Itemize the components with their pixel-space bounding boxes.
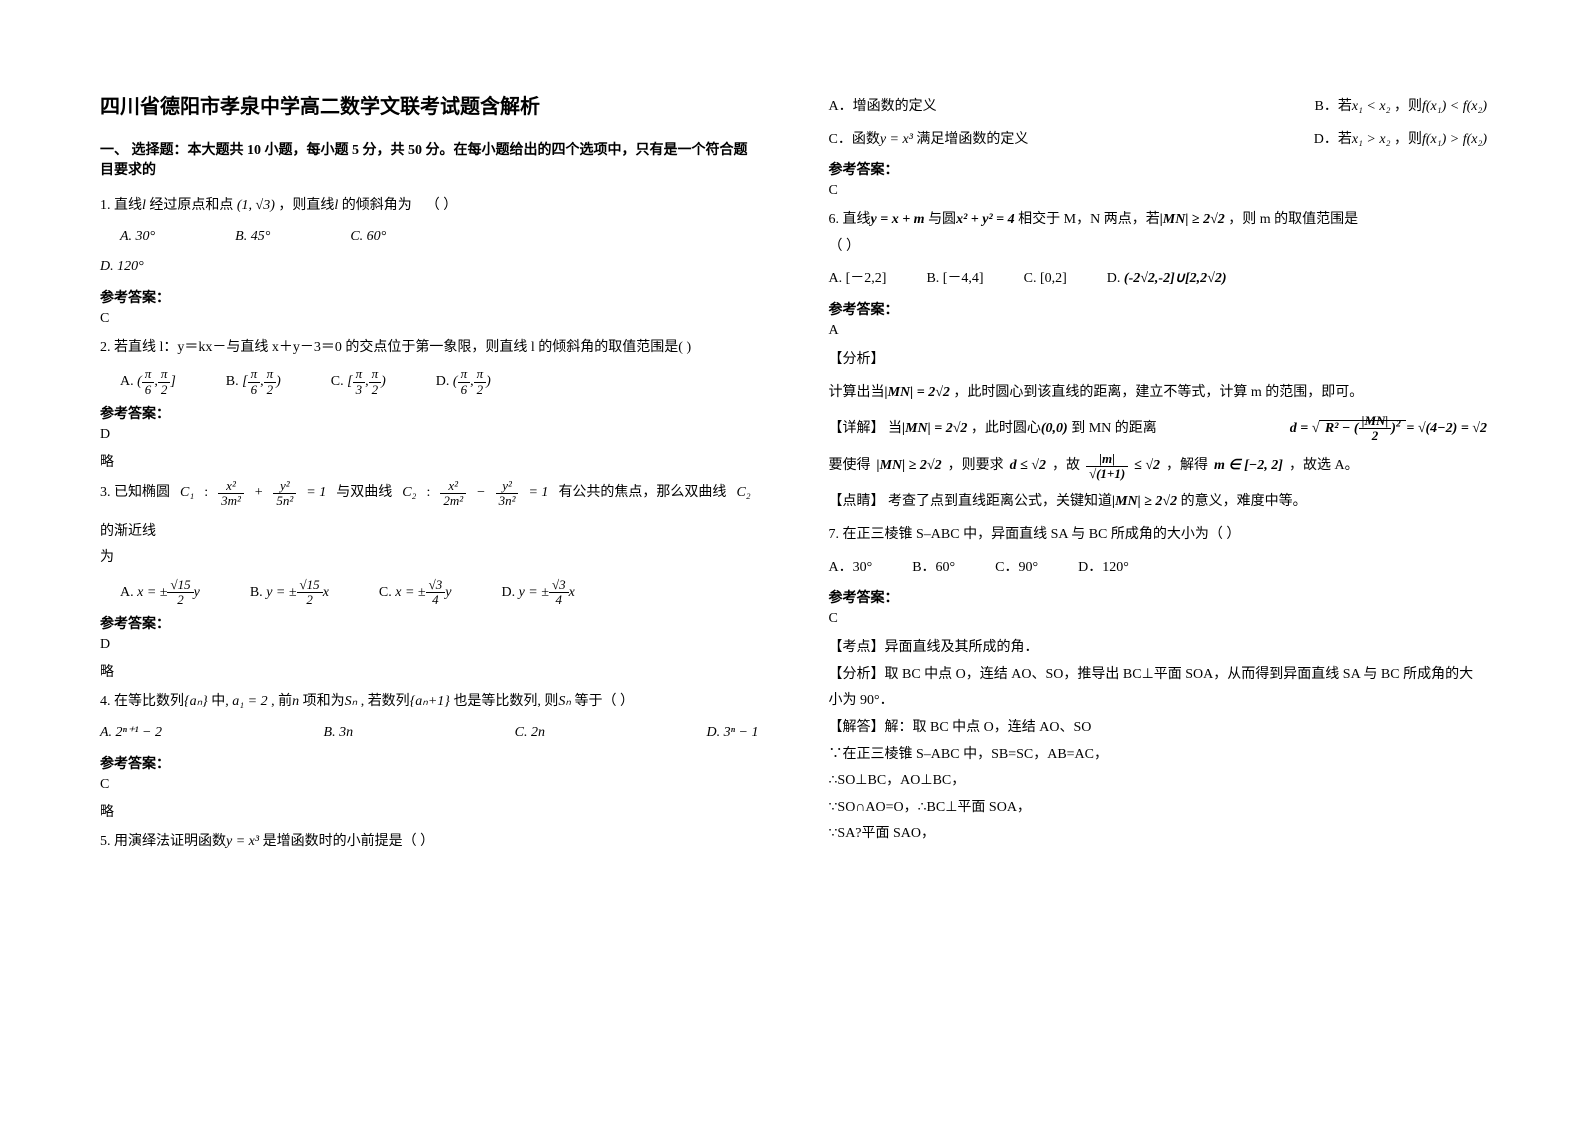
q1-opt-a: A. 30°: [120, 224, 155, 251]
q1-stem-a: 1. 直线: [100, 198, 142, 213]
q6-opt-b: B. [－4,4]: [926, 266, 983, 293]
question-3: 3. 已知椭圆 C₁: x²3m² + y²5n² = 1 与双曲线 C₂: x…: [100, 479, 759, 607]
q3-wei: 为: [100, 545, 759, 572]
q4-opt-d: D. 3ⁿ − 1: [707, 720, 759, 747]
q2-answer: D: [100, 427, 759, 443]
q1-stem-b: 经过原点和点: [149, 198, 237, 213]
q6-detail-label: 【详解】: [829, 421, 885, 436]
q6-answer-label: 参考答案：: [829, 299, 1488, 319]
q7-opt-a: A．30°: [829, 555, 873, 582]
right-column: A．增函数的定义 B．若x₁ < x₂ ，则f(x₁) < f(x₂) C．函数…: [829, 90, 1488, 861]
section-1-title: 一、 选择题：本大题共 10 小题，每小题 5 分，共 50 分。在每小题给出的…: [100, 139, 759, 179]
q4-options: A. 2ⁿ⁺¹ − 2 B. 3n C. 2n D. 3ⁿ − 1: [100, 720, 759, 747]
q6-opt-c: C. [0,2]: [1024, 266, 1067, 293]
left-column: 四川省德阳市孝泉中学高二数学文联考试题含解析 一、 选择题：本大题共 10 小题…: [100, 90, 759, 861]
q6-opt-a: A. [－2,2]: [829, 266, 887, 293]
q2-opt-b: B. [π6,π2): [226, 367, 281, 397]
q7-sol-label: 【解答】: [829, 720, 885, 735]
q6-point-label: 【点睛】: [829, 494, 885, 509]
q7-options: A．30° B．60° C．90° D．120°: [829, 555, 1488, 582]
q2-opt-a: A. (π6,π2]: [120, 367, 176, 397]
q3-tail: 有公共的焦点，那么双曲线: [558, 480, 726, 507]
q7-stem: 7. 在正三棱锥 S–ABC 中，异面直线 SA 与 BC 所成角的大小为（ ）: [829, 522, 1488, 549]
q2-elide: 略: [100, 451, 759, 471]
q3-stem-a: 3. 已知椭圆: [100, 480, 170, 507]
q3-opt-d: D. y = ±√34x: [501, 578, 574, 608]
q4-opt-b: B. 3n: [324, 720, 354, 747]
q1-stem-c: ，则直线: [278, 198, 334, 213]
q5-answer: C: [829, 183, 1488, 199]
question-4: 4. 在等比数列{aₙ} 中, a₁ = 2 , 前n 项和为Sₙ , 若数列{…: [100, 689, 759, 746]
question-7: 7. 在正三棱锥 S–ABC 中，异面直线 SA 与 BC 所成角的大小为（ ）…: [829, 522, 1488, 581]
q3-opt-c: C. x = ±√34y: [379, 578, 452, 608]
q5-opt-c: C．函数y = x³ 满足增函数的定义: [829, 127, 1029, 154]
q3-answer-label: 参考答案：: [100, 613, 759, 633]
q1-l2: l: [334, 198, 338, 213]
q1-point: (1, √3): [237, 198, 275, 213]
q7-answer: C: [829, 611, 1488, 627]
q6-analysis: 【分析】 计算出当|MN| = 2√2 ，此时圆心到该直线的距离，建立不等式，计…: [829, 347, 1488, 516]
q4-elide: 略: [100, 801, 759, 821]
q3-c1: C₁: [180, 480, 194, 507]
q3-opt-b: B. y = ±√152x: [250, 578, 329, 608]
q1-opt-d: D. 120°: [100, 254, 759, 281]
q3-answer: D: [100, 637, 759, 653]
q3-options: A. x = ±√152y B. y = ±√152x C. x = ±√34y…: [120, 578, 759, 608]
q5-opt-a: A．增函数的定义: [829, 94, 937, 121]
q6-options: A. [－2,2] B. [－4,4] C. [0,2] D. (-2√2,-2…: [829, 266, 1488, 293]
q7-opt-c: C．90°: [995, 555, 1038, 582]
question-1: 1. 直线l 经过原点和点 (1, √3) ，则直线l 的倾斜角为 （ ） A.…: [100, 193, 759, 281]
q7-an-label: 【分析】: [829, 667, 885, 682]
q5-opt-b: B．若x₁ < x₂ ，则f(x₁) < f(x₂): [1315, 94, 1488, 121]
question-5-options: A．增函数的定义 B．若x₁ < x₂ ，则f(x₁) < f(x₂) C．函数…: [829, 94, 1488, 153]
q6-blank: （ ）: [829, 234, 1488, 261]
q4-answer: C: [100, 777, 759, 793]
q1-answer: C: [100, 311, 759, 327]
q2-options: A. (π6,π2] B. [π6,π2) C. [π3,π2) D. (π6,…: [120, 367, 759, 397]
q7-kd-label: 【考点】: [829, 640, 885, 655]
q1-options: A. 30° B. 45° C. 60°: [120, 224, 759, 251]
q3-c2: C₂: [402, 480, 416, 507]
question-5-stem: 5. 用演绎法证明函数y = x³ 是增函数时的小前提是（ ）: [100, 829, 759, 856]
q1-opt-c: C. 60°: [350, 224, 386, 251]
q7-opt-d: D．120°: [1078, 555, 1129, 582]
q3-tail2: 的渐近线: [100, 519, 156, 546]
q7-sol-b: ∵在正三棱锥 S–ABC 中，SB=SC，AB=AC，: [829, 742, 1488, 769]
q1-blank: （ ）: [426, 198, 458, 213]
q7-solution: 【考点】异面直线及其所成的角． 【分析】取 BC 中点 O，连结 AO、SO，推…: [829, 635, 1488, 848]
q7-opt-b: B．60°: [912, 555, 955, 582]
q2-opt-c: C. [π3,π2): [331, 367, 386, 397]
question-2: 2. 若直线 l：y＝kx－与直线 x＋y－3＝0 的交点位于第一象限，则直线 …: [100, 335, 759, 397]
q2-opt-d: D. (π6,π2): [436, 367, 491, 397]
q7-sol-d: ∵SO∩AO=O，∴BC⊥平面 SOA，: [829, 795, 1488, 822]
q2-stem: 2. 若直线 l：y＝kx－与直线 x＋y－3＝0 的交点位于第一象限，则直线 …: [100, 335, 759, 362]
q6-analysis-label: 【分析】: [829, 347, 1488, 374]
q7-sol-c: ∴SO⊥BC，AO⊥BC，: [829, 768, 1488, 795]
q7-answer-label: 参考答案：: [829, 587, 1488, 607]
q1-stem-d: 的倾斜角为: [342, 198, 412, 213]
q5-answer-label: 参考答案：: [829, 159, 1488, 179]
q1-opt-b: B. 45°: [235, 224, 270, 251]
q4-opt-c: C. 2n: [515, 720, 545, 747]
q7-sol-e: ∵SA?平面 SAO，: [829, 821, 1488, 848]
q1-l1: l: [142, 198, 146, 213]
q4-opt-a: A. 2ⁿ⁺¹ − 2: [100, 720, 162, 747]
question-6: 6. 直线y = x + m 与圆x² + y² = 4 相交于 M，N 两点，…: [829, 207, 1488, 293]
q3-elide: 略: [100, 661, 759, 681]
q4-answer-label: 参考答案：: [100, 753, 759, 773]
doc-title: 四川省德阳市孝泉中学高二数学文联考试题含解析: [100, 90, 759, 119]
q5-opt-d: D．若x₁ > x₂ ，则f(x₁) > f(x₂): [1314, 127, 1487, 154]
q2-answer-label: 参考答案：: [100, 403, 759, 423]
q3-mid: 与双曲线: [336, 480, 392, 507]
q3-opt-a: A. x = ±√152y: [120, 578, 200, 608]
q6-opt-d: D. (-2√2,-2]∪[2,2√2): [1107, 266, 1227, 293]
q1-answer-label: 参考答案：: [100, 287, 759, 307]
q6-answer: A: [829, 323, 1488, 339]
